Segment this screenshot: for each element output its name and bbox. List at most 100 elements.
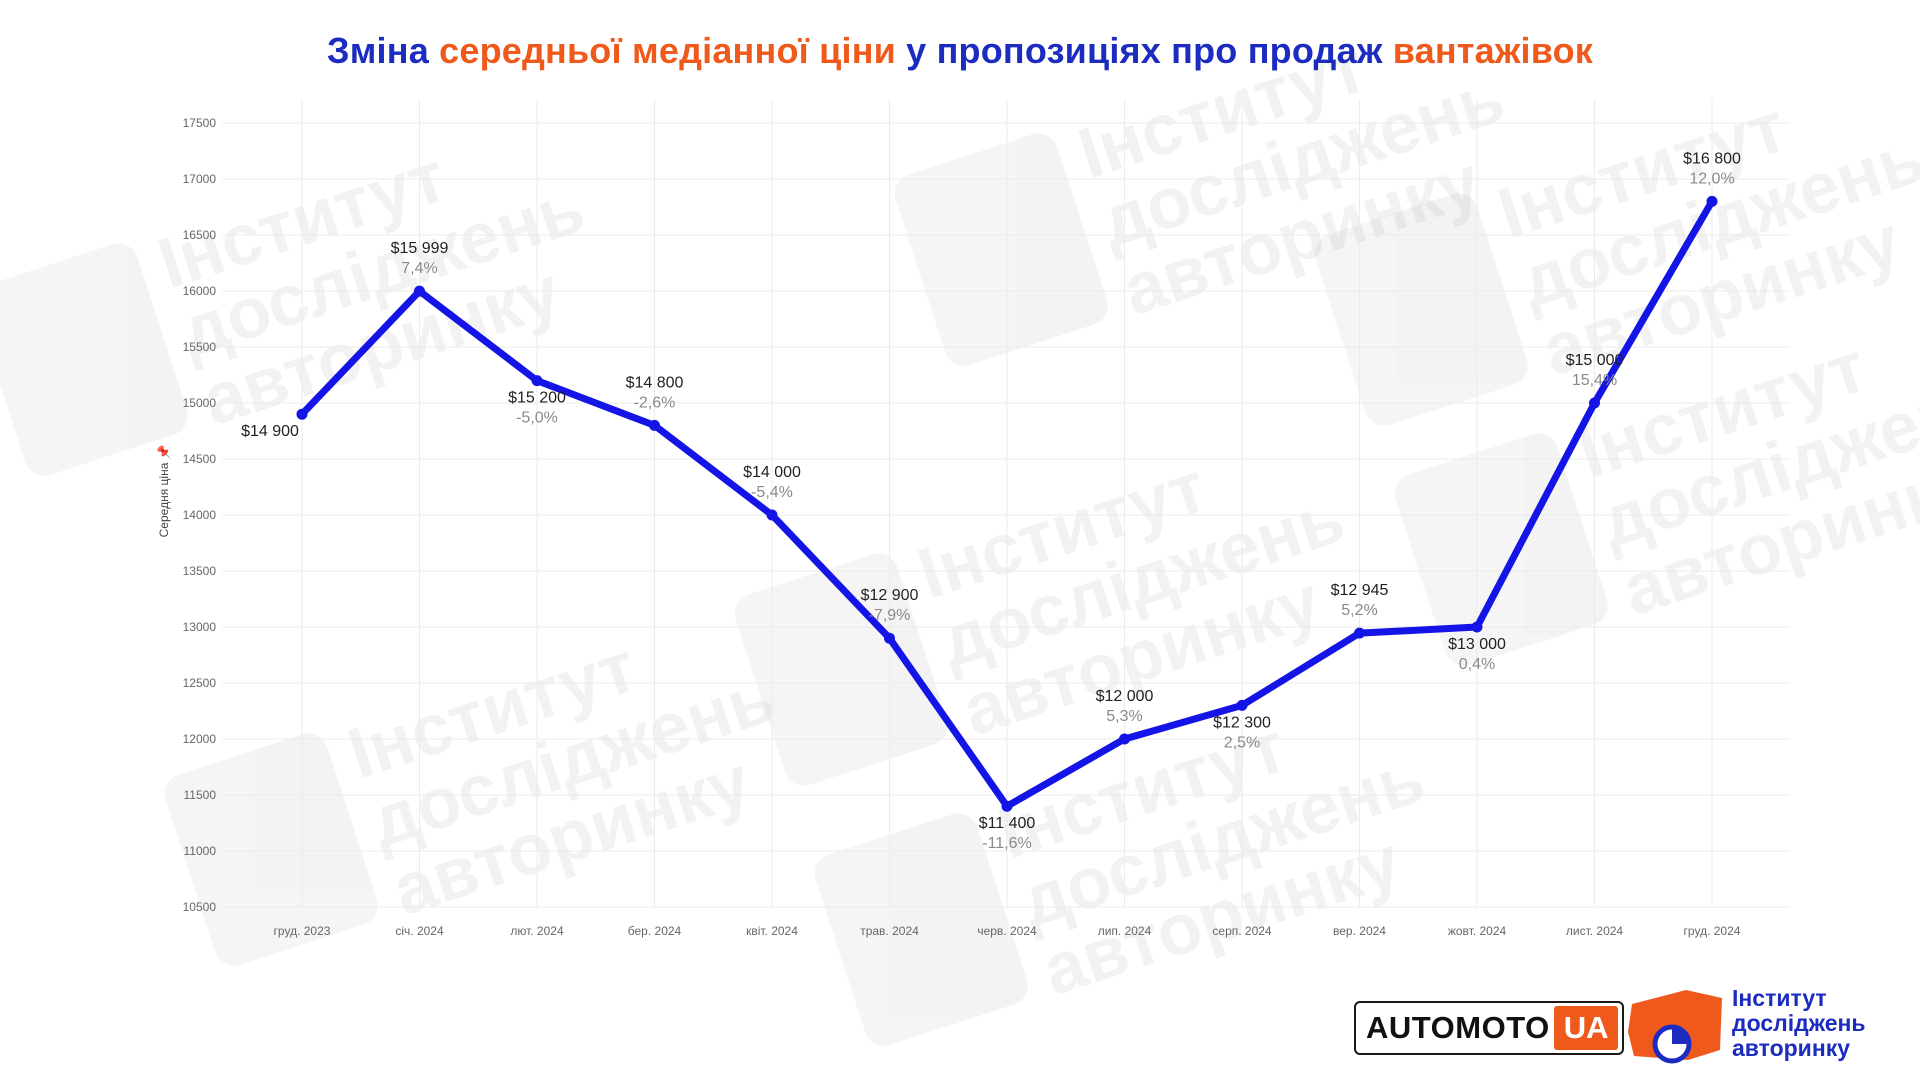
institute-logo-text: Інститут досліджень авторинку bbox=[1732, 986, 1866, 1061]
change-label: -2,6% bbox=[634, 394, 676, 411]
change-label: -5,4% bbox=[751, 484, 793, 501]
value-label: $15 200 bbox=[508, 390, 566, 407]
watermark-shape bbox=[814, 813, 1028, 1046]
y-tick-label: 13000 bbox=[183, 620, 217, 634]
value-label: $14 800 bbox=[626, 374, 684, 391]
watermark-shape bbox=[734, 553, 948, 786]
value-label: $12 900 bbox=[861, 587, 919, 604]
value-label: $11 400 bbox=[979, 815, 1036, 832]
value-label: $15 000 bbox=[1566, 352, 1624, 369]
institute-logo-line-3: авторинку bbox=[1732, 1035, 1851, 1061]
change-label: 2,5% bbox=[1224, 734, 1260, 751]
change-label: 15,4% bbox=[1572, 372, 1617, 389]
y-tick-label: 16500 bbox=[183, 228, 217, 242]
y-tick-label: 11500 bbox=[184, 788, 217, 802]
watermark-shape bbox=[1394, 433, 1608, 666]
x-tick-label: серп. 2024 bbox=[1212, 924, 1272, 938]
x-axis-ticks: груд. 2023 січ. 2024 лют. 2024 бер. 2024 кві… bbox=[274, 924, 1741, 938]
y-tick-label: 13500 bbox=[183, 564, 217, 578]
x-tick-label: лип. 2024 bbox=[1098, 924, 1152, 938]
institute-logo-line-1: Інститут bbox=[1732, 985, 1827, 1011]
change-label: 0,4% bbox=[1459, 656, 1495, 673]
data-point bbox=[531, 375, 543, 387]
institute-logo-icon bbox=[1628, 990, 1722, 1064]
title-part-4: вантажівок bbox=[1392, 30, 1594, 71]
watermark-shape bbox=[894, 133, 1108, 366]
data-point bbox=[766, 509, 778, 521]
y-axis-ticks: 10500 11000 11500 12000 12500 13000 13500 14000… bbox=[183, 116, 217, 914]
data-point bbox=[884, 632, 895, 644]
y-tick-label: 17000 bbox=[183, 172, 217, 186]
value-label: $14 000 bbox=[743, 464, 801, 481]
x-tick-label: лист. 2024 bbox=[1566, 924, 1624, 938]
value-label: $15 999 bbox=[391, 240, 449, 257]
x-tick-label: бер. 2024 bbox=[628, 924, 682, 938]
x-tick-label: лют. 2024 bbox=[510, 924, 564, 938]
change-label: -11,6% bbox=[982, 835, 1032, 852]
pin-icon: 📌 bbox=[156, 444, 171, 459]
x-tick-label: січ. 2024 bbox=[395, 924, 444, 938]
value-label: $12 000 bbox=[1096, 688, 1154, 705]
y-tick-label: 15000 bbox=[183, 396, 217, 410]
y-tick-label: 11000 bbox=[184, 844, 217, 858]
data-point bbox=[1354, 627, 1365, 639]
x-tick-label: жовт. 2024 bbox=[1448, 924, 1507, 938]
change-label: 5,2% bbox=[1341, 602, 1377, 619]
change-label: 5,3% bbox=[1106, 708, 1142, 725]
automoto-logo-text: AUTOMOTO bbox=[1366, 1010, 1550, 1045]
y-tick-label: 14500 bbox=[183, 452, 217, 466]
change-label: -7,9% bbox=[869, 607, 911, 624]
value-label: $14 900 bbox=[241, 423, 299, 440]
data-series bbox=[296, 195, 1718, 812]
institute-logo-line-2: досліджень bbox=[1732, 1010, 1866, 1036]
change-label: 7,4% bbox=[401, 260, 437, 277]
y-tick-label: 16000 bbox=[183, 284, 217, 298]
data-point bbox=[414, 285, 425, 297]
data-point bbox=[1471, 621, 1483, 633]
value-label: $12 945 bbox=[1331, 582, 1389, 599]
y-axis-label-group: Середня ціна 📌 bbox=[156, 444, 171, 537]
y-axis-label: Середня ціна bbox=[157, 462, 171, 537]
automoto-ua-logo: AUTOMOTO UA bbox=[1354, 1001, 1625, 1055]
watermark-shape bbox=[164, 733, 378, 966]
data-point bbox=[1706, 195, 1718, 207]
value-label: $12 300 bbox=[1213, 714, 1271, 731]
data-point bbox=[1119, 733, 1130, 745]
institute-logo: Інститут досліджень авторинку bbox=[1624, 986, 1866, 1066]
data-labels: $14 900 $15 999 7,4% $15 200 -5,0% $14 800 -2,… bbox=[241, 150, 1741, 852]
x-tick-label: трав. 2024 bbox=[860, 924, 919, 938]
x-tick-label: груд. 2024 bbox=[1684, 924, 1741, 938]
y-tick-label: 15500 bbox=[183, 340, 217, 354]
x-tick-label: вер. 2024 bbox=[1333, 924, 1386, 938]
data-point bbox=[1001, 800, 1013, 812]
data-point bbox=[296, 408, 308, 420]
x-tick-label: квіт. 2024 bbox=[746, 924, 798, 938]
title-part-1: Зміна bbox=[326, 30, 429, 71]
y-tick-label: 12500 bbox=[183, 676, 217, 690]
chart-grid bbox=[222, 99, 1790, 908]
x-tick-label: черв. 2024 bbox=[977, 924, 1037, 938]
chart-title: Зміна середньої медіанної ціни у пропози… bbox=[0, 30, 1920, 72]
y-tick-label: 14000 bbox=[183, 508, 217, 522]
x-tick-label: груд. 2023 bbox=[274, 924, 331, 938]
data-point bbox=[649, 419, 660, 431]
title-part-2: середньої медіанної ціни bbox=[439, 30, 896, 71]
change-label: -5,0% bbox=[516, 410, 558, 427]
value-label: $13 000 bbox=[1448, 636, 1506, 653]
automoto-logo-suffix: UA bbox=[1553, 1006, 1619, 1050]
watermark-shape bbox=[1314, 193, 1528, 426]
y-tick-label: 12000 bbox=[183, 732, 217, 746]
y-tick-label: 17500 bbox=[183, 116, 217, 130]
change-label: 12,0% bbox=[1689, 170, 1734, 187]
data-point bbox=[1589, 397, 1600, 409]
value-label: $16 800 bbox=[1683, 150, 1741, 167]
watermark-shape bbox=[0, 243, 188, 476]
y-tick-label: 10500 bbox=[183, 900, 217, 914]
title-part-3: у пропозиціях про продаж bbox=[906, 30, 1383, 71]
